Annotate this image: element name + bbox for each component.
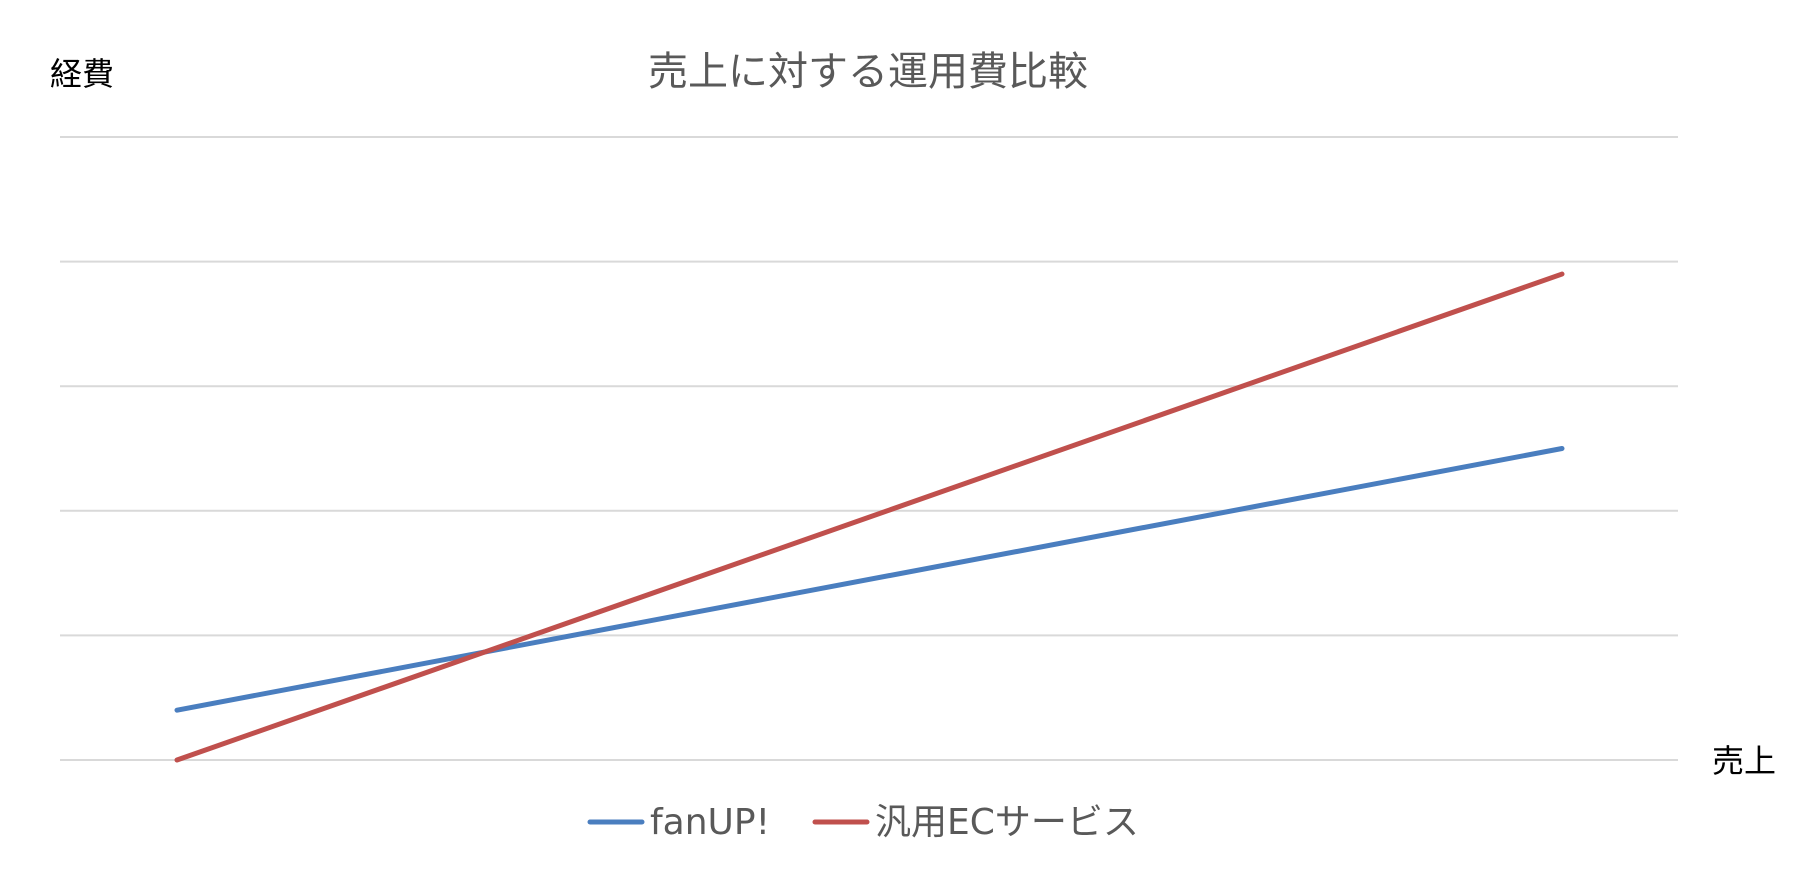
chart-title: 売上に対する運用費比較	[648, 49, 1088, 95]
series-lines	[174, 271, 1565, 763]
legend-label-generic-ec: 汎用ECサービス	[875, 802, 1139, 843]
legend: fanUP! 汎用ECサービス	[587, 802, 1139, 843]
series-line-1	[174, 271, 1565, 763]
series-line-0	[174, 446, 1565, 713]
y-axis-label: 経費	[50, 55, 114, 93]
legend-label-fanup: fanUP!	[650, 802, 770, 843]
x-axis-label: 売上	[1712, 742, 1776, 780]
gridlines	[60, 136, 1678, 761]
